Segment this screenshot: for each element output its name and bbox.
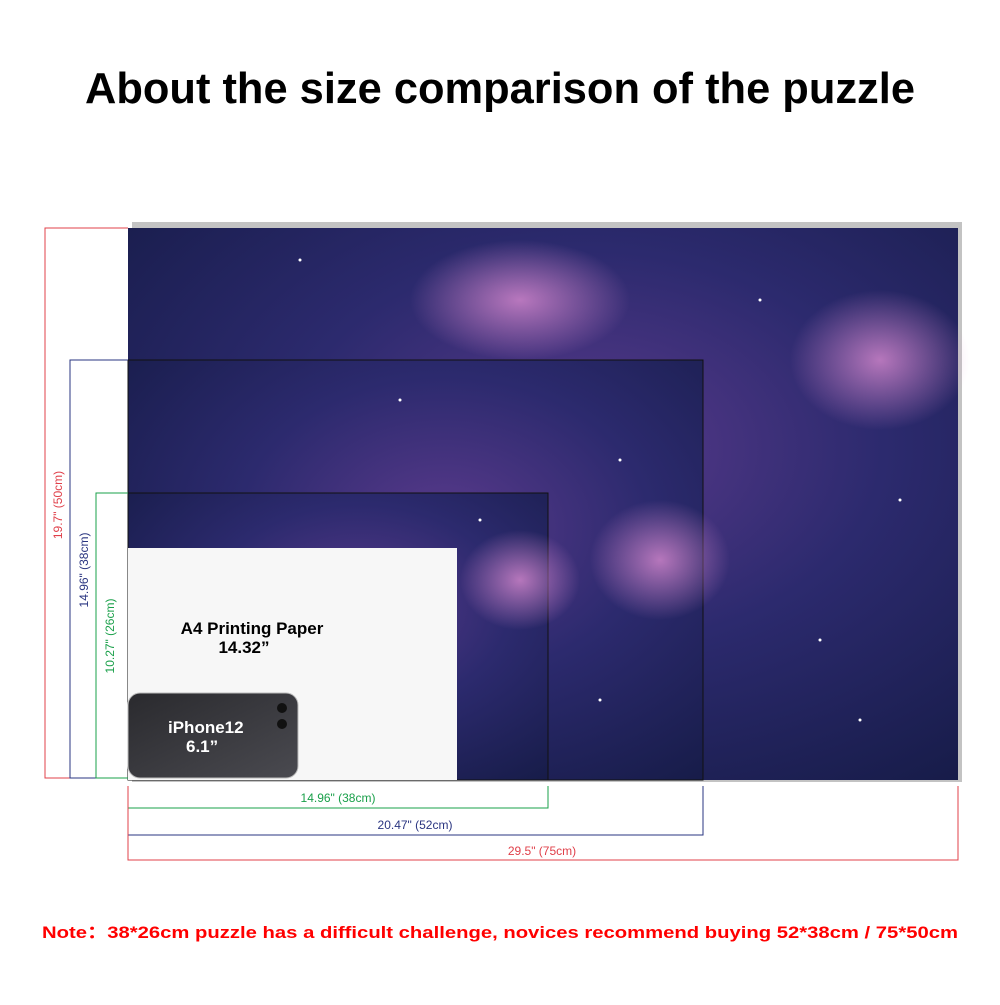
dimension-label: 29.5" (75cm) <box>508 844 576 858</box>
phone-camera <box>277 719 287 729</box>
nebula <box>790 290 970 430</box>
stars <box>298 258 902 722</box>
paper-label: A4 Printing Paper <box>181 619 324 638</box>
dimension-label: 20.47" (52cm) <box>378 818 453 832</box>
phone-camera <box>277 703 287 713</box>
dimension-label: 14.96" (38cm) <box>301 791 376 805</box>
phone <box>127 692 299 779</box>
paper-size: 14.32” <box>218 638 269 657</box>
dimension-label: 19.7" (50cm) <box>51 471 65 539</box>
nebula <box>410 240 630 360</box>
nebula <box>460 530 580 630</box>
title: About the size comparison of the puzzle <box>85 64 915 113</box>
dimension-line <box>127 786 959 861</box>
nebula <box>590 500 730 620</box>
dimension-label: 10.27" (26cm) <box>103 599 117 674</box>
phone-label: iPhone12 <box>168 718 244 737</box>
dimension-label: 14.96" (38cm) <box>77 533 91 608</box>
dimension-line <box>95 492 128 779</box>
phone-size: 6.1” <box>186 737 218 756</box>
note: Note：38*26cm puzzle has a difficult chal… <box>42 923 958 942</box>
